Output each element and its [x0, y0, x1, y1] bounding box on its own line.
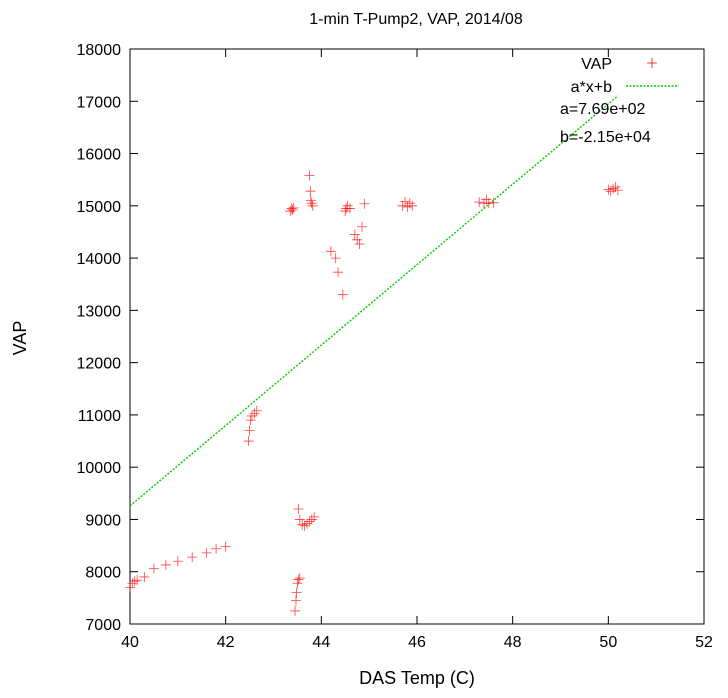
data-point [306, 198, 317, 209]
y-tick-label: 17000 [77, 94, 122, 111]
data-point [359, 198, 370, 209]
data-point [129, 576, 140, 587]
data-point [483, 198, 494, 209]
y-tick-label: 7000 [85, 617, 121, 634]
y-tick-label: 15000 [77, 199, 122, 216]
data-point [354, 238, 365, 249]
data-point [337, 289, 348, 300]
data-point [290, 605, 301, 616]
legend-marker-vap [647, 58, 657, 68]
plot-area: 40 42 44 46 48 50 52 7000 8000 9000 10000 11000 1200… [77, 42, 714, 651]
x-tick-label: 40 [121, 634, 139, 651]
fit-line [129, 95, 619, 507]
y-tick-label: 11000 [78, 408, 121, 425]
data-point [297, 519, 308, 530]
data-point [291, 587, 302, 598]
data-point [293, 504, 304, 514]
data-point [148, 563, 159, 574]
data-point [294, 514, 305, 525]
legend: VAP a*x+b a=7.69e+02 b=-2.15e+04 [560, 56, 679, 146]
legend-label-vap: VAP [581, 56, 612, 73]
x-tick-label: 44 [312, 634, 330, 651]
data-point [290, 595, 301, 606]
x-axis-label: DAS Temp (C) [359, 668, 475, 688]
legend-plus-marker [647, 58, 657, 68]
data-point [125, 582, 135, 593]
data-point [407, 200, 418, 211]
data-point [352, 234, 363, 245]
data-point [400, 196, 411, 207]
data-point [132, 575, 143, 586]
x-tick-label: 50 [599, 634, 617, 651]
data-point [160, 559, 171, 570]
data-point [404, 198, 415, 209]
x-tick-label: 46 [408, 634, 426, 651]
data-point [187, 552, 198, 563]
data-point [293, 574, 304, 585]
data-point [345, 203, 356, 214]
data-point [305, 195, 316, 206]
data-point [172, 556, 183, 567]
data-point [243, 436, 254, 447]
data-point [342, 200, 353, 211]
data-point [306, 514, 317, 525]
data-point [286, 203, 297, 214]
y-tick-label: 18000 [77, 42, 122, 59]
data-point [603, 184, 614, 195]
data-point [488, 197, 499, 208]
y-tick-label: 14000 [77, 251, 122, 268]
chart-title: 1-min T-Pump2, VAP, 2014/08 [309, 11, 523, 28]
data-point [287, 205, 298, 215]
data-point [304, 516, 315, 527]
data-point [349, 229, 360, 240]
data-point [605, 186, 616, 197]
data-point [201, 547, 212, 558]
data-point [301, 518, 312, 529]
data-point [244, 425, 255, 436]
data-point [211, 543, 222, 554]
y-tick-label: 12000 [77, 356, 122, 373]
y-tick-label: 16000 [77, 147, 122, 164]
y-tick-label: 8000 [85, 565, 121, 582]
data-point [288, 202, 299, 213]
x-tick-label: 48 [504, 634, 522, 651]
x-tick-label: 42 [217, 634, 235, 651]
data-point [340, 206, 351, 217]
data-point [474, 197, 485, 208]
data-point [251, 405, 262, 416]
annotation-a: a=7.69e+02 [560, 101, 646, 118]
data-point [304, 170, 315, 181]
data-point [139, 571, 150, 582]
data-point [330, 253, 341, 264]
data-point [309, 511, 320, 522]
data-point [356, 221, 367, 232]
data-point [305, 186, 316, 197]
data-point [307, 200, 318, 211]
y-tick-label: 13000 [77, 303, 122, 320]
data-point [325, 246, 336, 257]
data-point [397, 200, 408, 211]
data-point [333, 267, 344, 278]
data-point [245, 415, 256, 426]
data-point [608, 183, 619, 194]
y-tick-label: 9000 [85, 512, 121, 529]
x-tick-label: 52 [695, 634, 713, 651]
data-point [249, 408, 260, 419]
data-point [294, 573, 305, 583]
data-point [246, 410, 257, 421]
y-axis-label: VAP [10, 321, 30, 356]
annotation-b: b=-2.15e+04 [560, 129, 651, 146]
data-point [220, 541, 231, 552]
y-tick-label: 10000 [77, 460, 122, 477]
data-point [299, 520, 310, 531]
legend-label-fit: a*x+b [571, 79, 612, 96]
data-point [612, 185, 623, 196]
